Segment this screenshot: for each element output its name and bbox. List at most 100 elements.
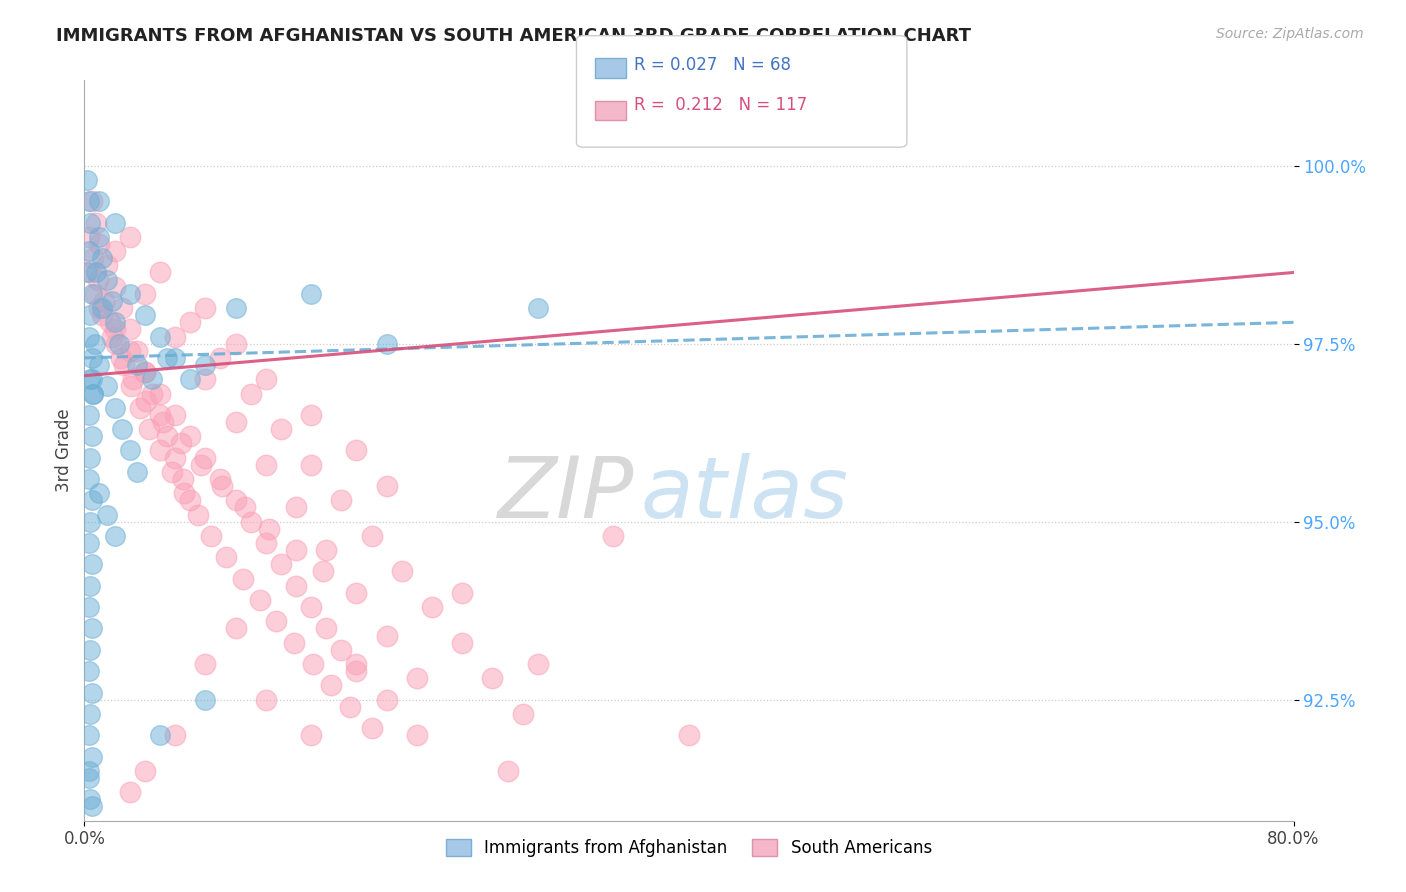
Point [141,386,163,401]
Point [149,386,172,401]
Point [249,593,271,607]
Point [194,692,217,706]
Point [152,415,174,429]
Point [134,286,156,301]
Point [299,728,322,742]
Point [179,372,201,386]
Point [179,429,201,443]
Point [179,315,201,329]
Point [79,450,101,465]
Point [77,230,100,244]
Point [165,728,187,742]
Point [118,785,141,799]
Point [80,622,103,636]
Point [225,493,247,508]
Point [86,265,108,279]
Point [285,579,308,593]
Point [80,685,103,699]
Point [134,764,156,778]
Point [79,642,101,657]
Point [211,479,233,493]
Point [194,372,217,386]
Point [527,301,550,315]
Point [77,536,100,550]
Point [346,443,368,458]
Point [149,408,172,422]
Point [80,493,103,508]
Point [375,336,398,351]
Point [233,500,256,515]
Point [91,252,114,266]
Point [481,671,503,685]
Point [225,622,247,636]
Point [77,408,100,422]
Point [527,657,550,671]
Point [104,322,127,336]
Point [156,351,179,365]
Point [79,308,101,322]
Point [360,721,382,735]
Point [108,336,131,351]
Point [111,301,134,315]
Point [84,336,107,351]
Point [100,293,122,308]
Point [86,216,108,230]
Point [319,678,342,692]
Point [138,422,160,436]
Point [225,301,247,315]
Point [170,436,193,450]
Point [165,329,187,343]
Point [165,351,187,365]
Point [80,799,103,814]
Point [165,408,187,422]
Point [77,329,100,343]
Point [80,429,103,443]
Point [84,286,107,301]
Point [172,472,194,486]
Point [270,422,292,436]
Point [346,664,368,678]
Point [91,301,114,315]
Point [89,358,111,372]
Point [330,493,353,508]
Point [87,272,110,286]
Point [79,579,101,593]
Point [80,558,103,572]
Point [200,529,222,543]
Point [346,657,368,671]
Point [110,351,132,365]
Point [375,479,398,493]
Point [79,372,101,386]
Point [118,322,141,336]
Point [187,508,209,522]
Point [104,315,127,329]
Point [104,401,127,415]
Point [232,572,254,586]
Point [149,265,172,279]
Point [77,771,100,785]
Point [602,529,624,543]
Point [77,728,100,742]
Point [194,301,217,315]
Point [79,515,101,529]
Point [96,272,118,286]
Point [80,194,103,209]
Point [135,393,157,408]
Text: ZIP: ZIP [498,453,634,536]
Point [239,386,262,401]
Point [406,671,429,685]
Point [391,565,413,579]
Point [80,372,103,386]
Text: atlas: atlas [641,453,849,536]
Point [77,764,100,778]
Point [375,629,398,643]
Point [257,522,280,536]
Point [96,508,118,522]
Point [77,664,100,678]
Point [82,386,104,401]
Point [149,443,172,458]
Point [104,529,127,543]
Point [406,728,429,742]
Point [173,486,195,500]
Point [254,458,277,472]
